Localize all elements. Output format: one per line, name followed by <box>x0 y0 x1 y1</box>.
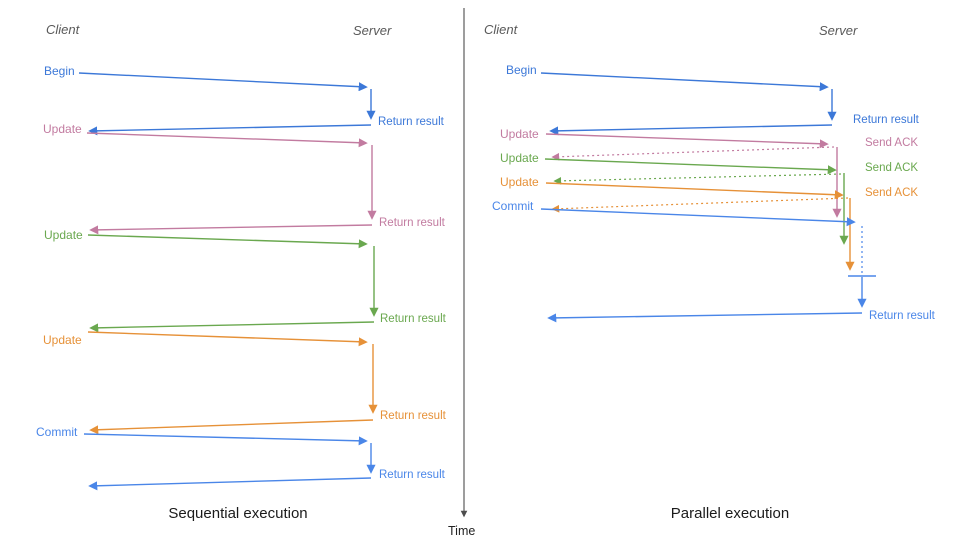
left-update1-request-arrow <box>86 132 368 148</box>
right-update2-label: Update <box>500 151 539 165</box>
right-server-header: Server <box>819 23 858 38</box>
left-update2-label: Update <box>44 228 83 242</box>
left-commit-request-arrow <box>83 433 368 446</box>
right-client-header: Client <box>484 22 518 37</box>
right-commit-return-arrow <box>547 312 863 323</box>
left-panel-title: Sequential execution <box>168 505 308 522</box>
right-update3-label: Update <box>500 175 539 189</box>
left-commit-label: Commit <box>36 425 78 439</box>
left-update1-return-arrow <box>89 224 373 235</box>
left-update3-request-arrow <box>87 331 368 347</box>
left-update1-label: Update <box>43 122 82 136</box>
right-send-ack-3: Send ACK <box>865 187 919 199</box>
right-update1-ack-arrow <box>551 146 835 161</box>
right-begin-label: Begin <box>506 63 537 77</box>
right-update3-ack-arrow <box>551 197 849 213</box>
left-client-header: Client <box>46 22 80 37</box>
left-update3-label: Update <box>43 333 82 347</box>
left-begin-request-arrow <box>78 72 368 92</box>
left-begin-label: Begin <box>44 64 75 78</box>
right-begin-request-arrow <box>540 72 829 92</box>
right-update3-request-arrow <box>545 182 844 200</box>
left-server-header: Server <box>353 23 392 38</box>
right-panel-title: Parallel execution <box>670 505 790 522</box>
right-send-ack-2: Send ACK <box>865 162 919 174</box>
right-update1-request-arrow <box>545 133 829 149</box>
left-return-result-3: Return result <box>380 313 446 325</box>
left-update2-request-arrow <box>87 234 368 249</box>
time-axis-label: Time <box>448 524 476 538</box>
left-begin-return-arrow <box>88 124 372 136</box>
right-update1-label: Update <box>500 127 539 141</box>
right-update2-request-arrow <box>544 158 837 175</box>
left-update3-return-arrow <box>89 419 374 435</box>
left-update2-return-arrow <box>89 321 375 333</box>
right-commit-request-arrow <box>540 208 856 227</box>
left-return-result-5: Return result <box>379 469 445 481</box>
right-return-result-2: Return result <box>869 310 935 322</box>
left-commit-return-arrow <box>88 477 372 491</box>
right-send-ack-1: Send ACK <box>865 137 919 149</box>
left-return-result-2: Return result <box>379 217 445 229</box>
right-commit-label: Commit <box>492 199 534 213</box>
left-return-result-1: Return result <box>378 116 444 128</box>
right-return-result-1: Return result <box>853 114 919 126</box>
right-update2-ack-arrow <box>553 173 842 185</box>
left-return-result-4: Return result <box>380 410 446 422</box>
right-begin-return-arrow <box>549 124 833 136</box>
